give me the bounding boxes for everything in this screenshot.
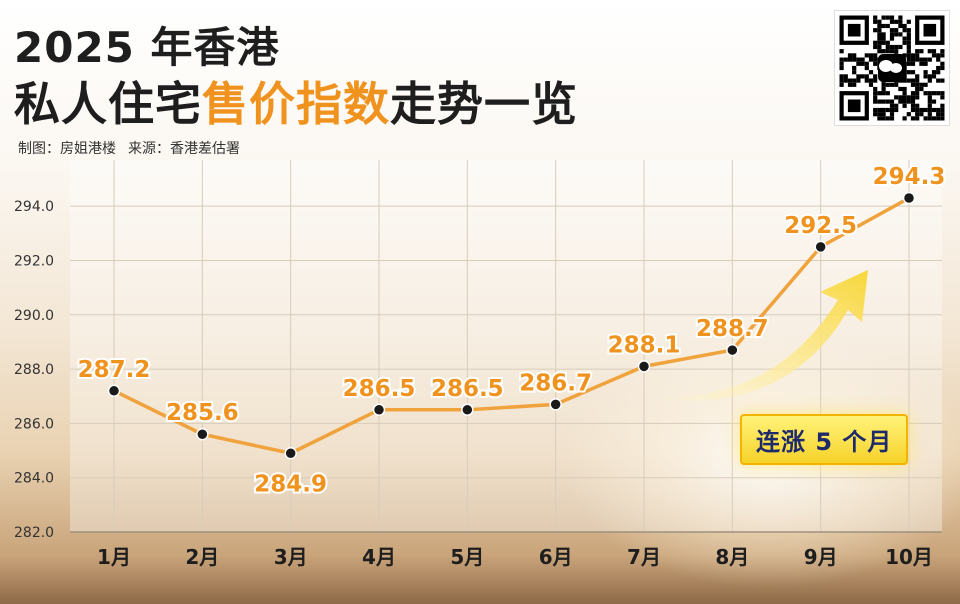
x-tick-label: 6月 bbox=[539, 545, 573, 569]
y-tick-label: 284.0 bbox=[14, 471, 54, 487]
data-label: 288.1 bbox=[608, 332, 681, 358]
y-tick-label: 282.0 bbox=[14, 525, 54, 541]
data-point bbox=[902, 191, 916, 205]
y-tick-label: 290.0 bbox=[14, 308, 54, 324]
x-tick-label: 5月 bbox=[450, 545, 484, 569]
y-tick-label: 286.0 bbox=[14, 416, 54, 432]
wechat-qr-code bbox=[834, 10, 950, 126]
title-line-2: 私人住宅售价指数走势一览 bbox=[14, 68, 578, 134]
data-label: 294.3 bbox=[873, 164, 946, 190]
data-point bbox=[549, 398, 562, 411]
data-point bbox=[372, 403, 386, 417]
data-label: 286.5 bbox=[343, 376, 416, 402]
x-tick-label: 8月 bbox=[715, 545, 749, 569]
x-tick-label: 3月 bbox=[274, 545, 308, 569]
data-label: 292.5 bbox=[784, 213, 857, 239]
data-point bbox=[637, 360, 651, 373]
data-label: 287.2 bbox=[78, 357, 151, 383]
x-tick-label: 10月 bbox=[885, 545, 933, 569]
qr-code-icon bbox=[839, 15, 945, 121]
y-tick-label: 292.0 bbox=[14, 253, 54, 269]
credits: 制图：房姐港楼 来源：香港差估署 bbox=[18, 138, 240, 158]
title-line-2-pre: 私人住宅 bbox=[14, 77, 202, 131]
x-tick-label: 4月 bbox=[362, 545, 396, 569]
x-tick-label: 9月 bbox=[804, 545, 838, 569]
credit-author: 制图：房姐港楼 bbox=[18, 141, 116, 157]
plot-area bbox=[70, 160, 942, 532]
x-tick-label: 1月 bbox=[97, 545, 131, 569]
data-point bbox=[726, 343, 739, 357]
x-tick-label: 2月 bbox=[185, 545, 219, 569]
data-label: 286.5 bbox=[431, 376, 504, 402]
upward-arrow-icon bbox=[650, 270, 868, 401]
x-tick-label: 7月 bbox=[627, 545, 661, 569]
data-label: 285.6 bbox=[166, 400, 239, 426]
data-label: 284.9 bbox=[254, 471, 327, 497]
data-point bbox=[107, 384, 121, 398]
title-line-1: 2025 年香港 bbox=[14, 23, 280, 72]
credit-source: 来源：香港差估署 bbox=[128, 141, 240, 157]
badge-consecutive-rise: 连涨 5 个月 bbox=[740, 414, 909, 465]
data-label: 286.7 bbox=[519, 370, 592, 396]
title-line-2-post: 走势一览 bbox=[390, 77, 578, 131]
data-point bbox=[284, 447, 297, 460]
title-highlight: 售价指数 bbox=[202, 77, 390, 131]
data-point bbox=[461, 403, 474, 417]
data-label: 288.7 bbox=[696, 316, 769, 342]
series-line bbox=[112, 196, 911, 456]
data-point bbox=[196, 427, 209, 441]
data-point bbox=[814, 240, 827, 254]
y-tick-label: 288.0 bbox=[14, 362, 54, 378]
y-tick-label: 294.0 bbox=[14, 199, 54, 215]
